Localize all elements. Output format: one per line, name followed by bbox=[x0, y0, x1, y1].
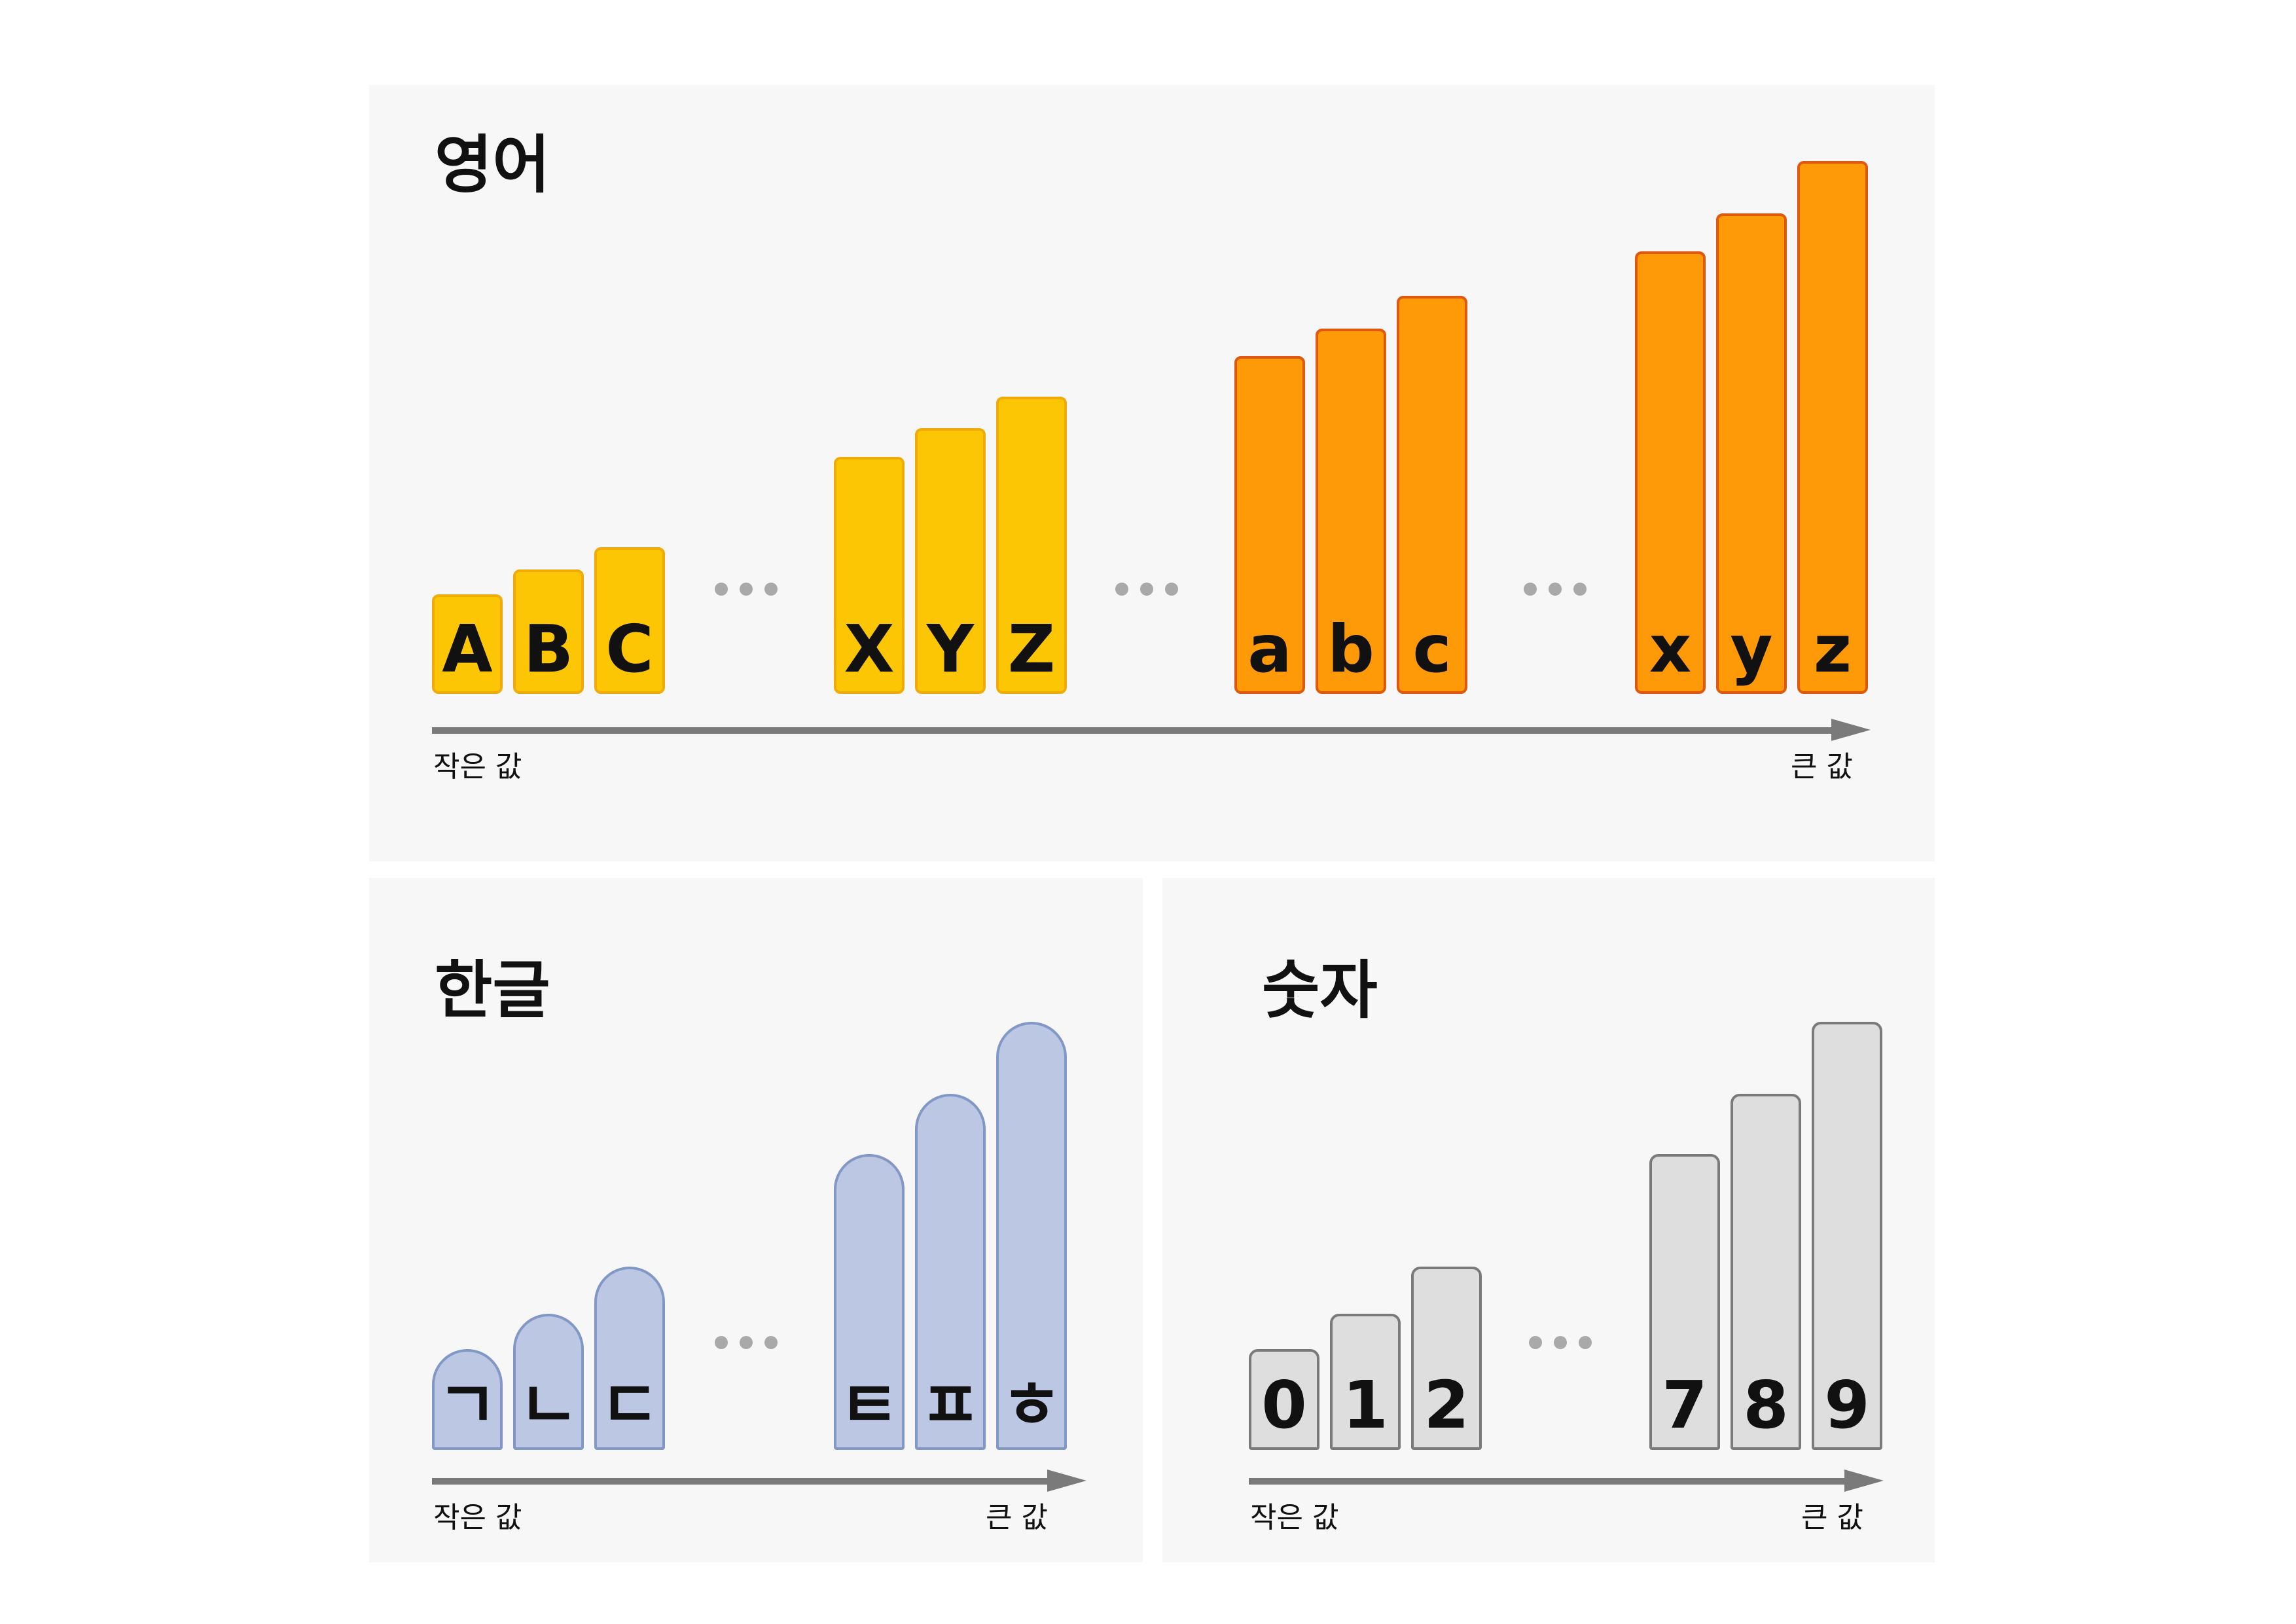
bar-B: B bbox=[513, 569, 584, 694]
numbers-panel: 숫자 0 1 2 7 8 9 작은 값 큰 값 bbox=[1162, 878, 1935, 1562]
bar-giyeok: ㄱ bbox=[432, 1349, 503, 1450]
bar-pieup: ㅍ bbox=[915, 1094, 986, 1450]
bar-label: ㄷ bbox=[600, 1367, 660, 1443]
bar-label: 0 bbox=[1261, 1367, 1307, 1443]
bar-digeut: ㄷ bbox=[594, 1267, 665, 1450]
bar-7: 7 bbox=[1649, 1154, 1720, 1450]
bar-label: Y bbox=[926, 611, 975, 687]
bar-label: ㄱ bbox=[437, 1367, 497, 1443]
bar-label: Z bbox=[1007, 611, 1056, 687]
bar-tieut: ㅌ bbox=[834, 1154, 905, 1450]
bar-label: 7 bbox=[1662, 1367, 1708, 1443]
bar-label: 9 bbox=[1824, 1367, 1870, 1443]
bar-label: z bbox=[1813, 611, 1852, 687]
bar-label: x bbox=[1649, 611, 1692, 687]
bar-X: X bbox=[834, 457, 905, 694]
axis-max-label: 큰 값 bbox=[1791, 750, 1853, 784]
bar-label: a bbox=[1247, 611, 1292, 687]
hangul-panel-title: 한글 bbox=[435, 954, 550, 1027]
bar-label: ㄴ bbox=[518, 1367, 579, 1443]
axis-max-label: 큰 값 bbox=[986, 1501, 1048, 1534]
bar-9: 9 bbox=[1812, 1022, 1882, 1450]
bar-0: 0 bbox=[1249, 1349, 1319, 1450]
hangul-panel: 한글 ㄱ ㄴ ㄷ ㅌ ㅍ ㅎ 작은 값 큰 값 bbox=[369, 878, 1143, 1562]
bar-label: C bbox=[605, 611, 654, 687]
ellipsis-dots bbox=[715, 1336, 778, 1349]
bar-8: 8 bbox=[1731, 1094, 1801, 1450]
english-panel-title: 영어 bbox=[435, 128, 550, 202]
ellipsis-dots bbox=[715, 583, 778, 596]
bar-label: c bbox=[1412, 611, 1452, 687]
bar-label: ㅍ bbox=[920, 1367, 980, 1443]
bar-hieut: ㅎ bbox=[996, 1022, 1067, 1450]
bar-Z: Z bbox=[996, 397, 1067, 694]
bar-label: 2 bbox=[1424, 1367, 1469, 1443]
bar-label: y bbox=[1730, 611, 1773, 687]
bar-y: y bbox=[1716, 213, 1787, 694]
ellipsis-dots bbox=[1529, 1336, 1592, 1349]
bar-C: C bbox=[594, 547, 665, 694]
bar-A: A bbox=[432, 594, 503, 694]
value-axis-arrow bbox=[432, 719, 1871, 741]
bar-b: b bbox=[1316, 329, 1386, 694]
ellipsis-dots bbox=[1524, 583, 1587, 596]
value-axis-arrow bbox=[1249, 1470, 1884, 1492]
value-axis-arrow bbox=[432, 1470, 1086, 1492]
bar-label: A bbox=[442, 611, 493, 687]
bar-label: 1 bbox=[1342, 1367, 1388, 1443]
bar-label: ㅌ bbox=[839, 1367, 899, 1443]
axis-max-label: 큰 값 bbox=[1801, 1501, 1863, 1534]
numbers-panel-title: 숫자 bbox=[1262, 954, 1378, 1027]
axis-min-label: 작은 값 bbox=[433, 750, 522, 784]
bar-Y: Y bbox=[915, 428, 986, 694]
axis-min-label: 작은 값 bbox=[433, 1501, 522, 1534]
bar-x: x bbox=[1635, 251, 1706, 694]
english-panel: 영어 A B C X Y Z a b c x y z 작은 값 큰 값 bbox=[369, 85, 1935, 861]
bar-label: ㅎ bbox=[1001, 1367, 1062, 1443]
bar-label: B bbox=[523, 611, 574, 687]
bar-2: 2 bbox=[1411, 1267, 1482, 1450]
bar-1: 1 bbox=[1330, 1314, 1401, 1450]
bar-label: 8 bbox=[1743, 1367, 1789, 1443]
bar-a: a bbox=[1234, 356, 1305, 694]
bar-z: z bbox=[1797, 161, 1868, 694]
ellipsis-dots bbox=[1115, 583, 1178, 596]
bar-nieun: ㄴ bbox=[513, 1314, 584, 1450]
axis-min-label: 작은 값 bbox=[1250, 1501, 1339, 1534]
bar-label: X bbox=[844, 611, 895, 687]
bar-label: b bbox=[1327, 611, 1374, 687]
bar-c: c bbox=[1397, 296, 1467, 694]
